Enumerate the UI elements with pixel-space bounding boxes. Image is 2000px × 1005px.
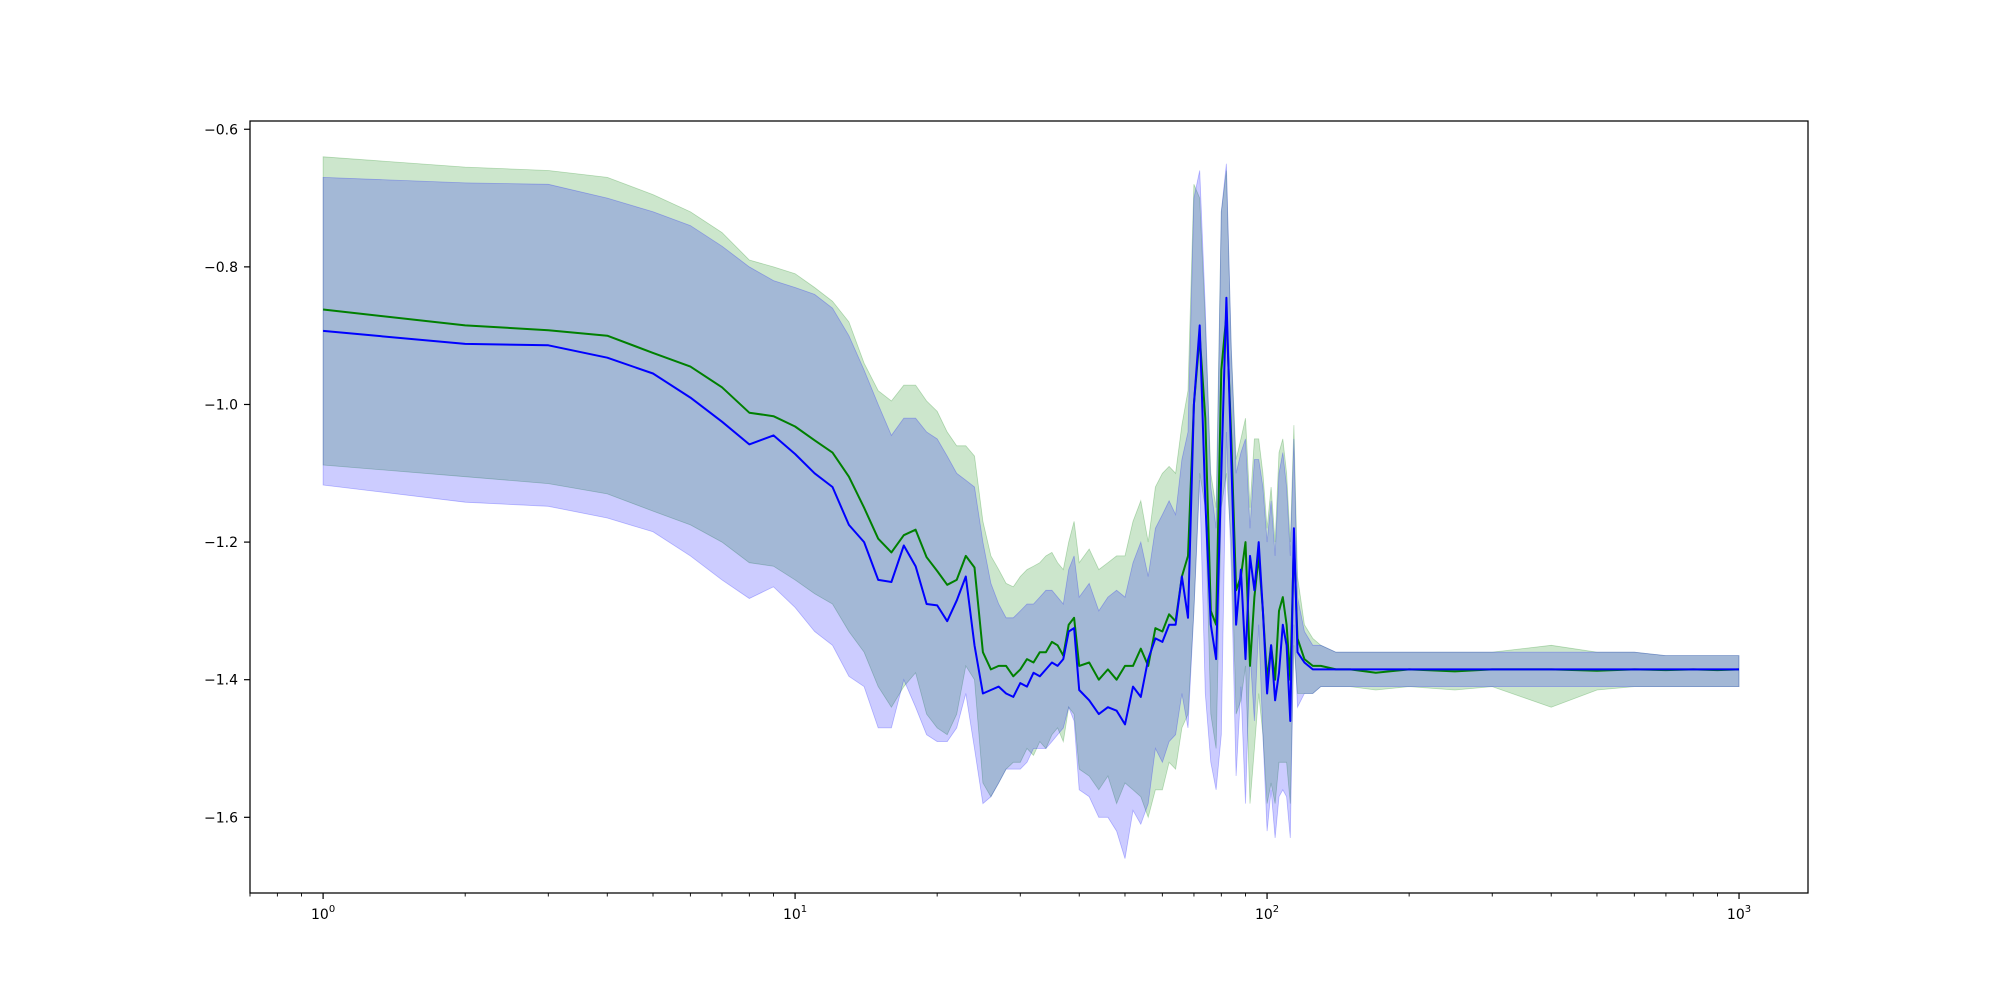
- y-tick-label: −1.6: [204, 810, 238, 826]
- y-tick-label: −1.0: [204, 397, 238, 413]
- axes: −0.6 −0.8 −1.0 −1.2 −1.4 −1.6 100 101 102 103: [204, 122, 1751, 923]
- y-tick-label: −0.8: [204, 260, 238, 276]
- series-1-band: [322, 163, 1740, 859]
- series-1-line: [323, 296, 1739, 726]
- series-0-line: [322, 308, 1740, 681]
- x-tick-label: 100: [311, 904, 335, 923]
- y-tick-label: −0.6: [204, 122, 238, 138]
- x-tick-label: 101: [783, 904, 807, 923]
- series-0-band: [322, 156, 1740, 819]
- plot-frame: [249, 120, 1809, 894]
- y-tick-label: −1.2: [204, 535, 238, 551]
- series-lines: [322, 296, 1740, 726]
- confidence-bands: [322, 156, 1740, 859]
- y-tick-label: −1.4: [204, 673, 238, 689]
- x-tick-label: 102: [1255, 904, 1279, 923]
- x-tick-label: 103: [1727, 904, 1751, 923]
